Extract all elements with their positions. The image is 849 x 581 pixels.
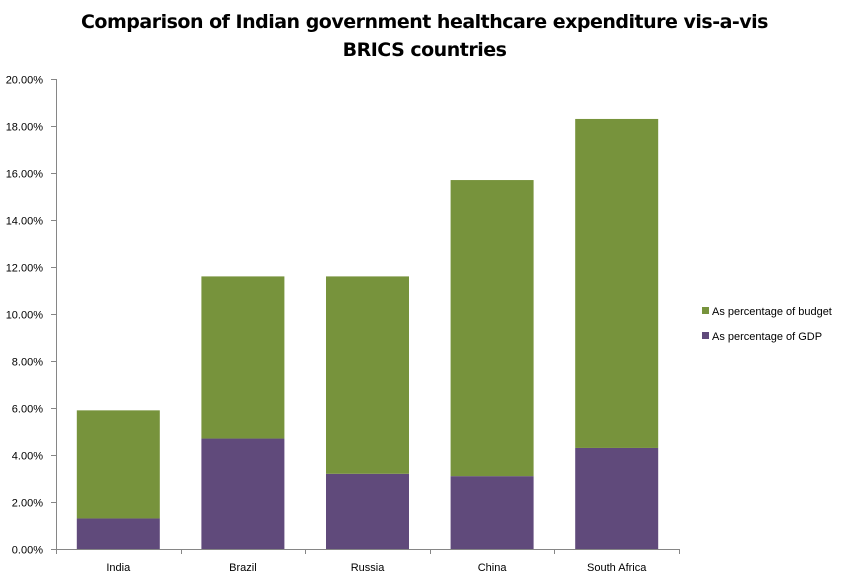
x-category-label: Russia [351, 562, 386, 574]
y-tick-label: 14.00% [6, 216, 44, 228]
y-tick-label: 0.00% [12, 545, 43, 557]
x-category-label: China [478, 562, 508, 574]
bar-brazil-series-0 [201, 438, 285, 549]
y-tick-label: 20.00% [6, 75, 44, 87]
bar-india-series-1 [76, 410, 160, 519]
y-tick-label: 6.00% [12, 404, 43, 416]
chart-title-line-1: Comparison of Indian government healthca… [80, 11, 769, 33]
chart-title-line-2: BRICS countries [342, 39, 507, 61]
bar-south-africa-series-0 [575, 447, 659, 549]
legend-label: As percentage of budget [712, 306, 832, 318]
y-tick-label: 12.00% [6, 263, 44, 275]
y-tick-label: 16.00% [6, 169, 44, 181]
bar-china-series-1 [450, 180, 534, 477]
bar-russia-series-0 [326, 473, 409, 549]
legend-label: As percentage of GDP [712, 331, 822, 343]
y-tick-label: 18.00% [6, 122, 44, 134]
bar-south-africa-series-1 [575, 118, 659, 448]
y-tick-label: 8.00% [12, 357, 43, 369]
x-category-label: India [106, 562, 131, 574]
y-tick-label: 4.00% [12, 451, 43, 463]
bar-russia-series-1 [326, 276, 409, 474]
x-category-label: South Africa [587, 562, 647, 574]
y-tick-label: 10.00% [6, 310, 44, 322]
y-tick-label: 2.00% [12, 498, 43, 510]
x-category-label: Brazil [229, 562, 257, 574]
bar-india-series-0 [76, 518, 160, 549]
bar-china-series-0 [450, 476, 534, 549]
bar-brazil-series-1 [201, 276, 285, 439]
legend-swatch [702, 332, 709, 339]
chart-title: Comparison of Indian government healthca… [0, 8, 849, 64]
legend-swatch [702, 307, 709, 314]
